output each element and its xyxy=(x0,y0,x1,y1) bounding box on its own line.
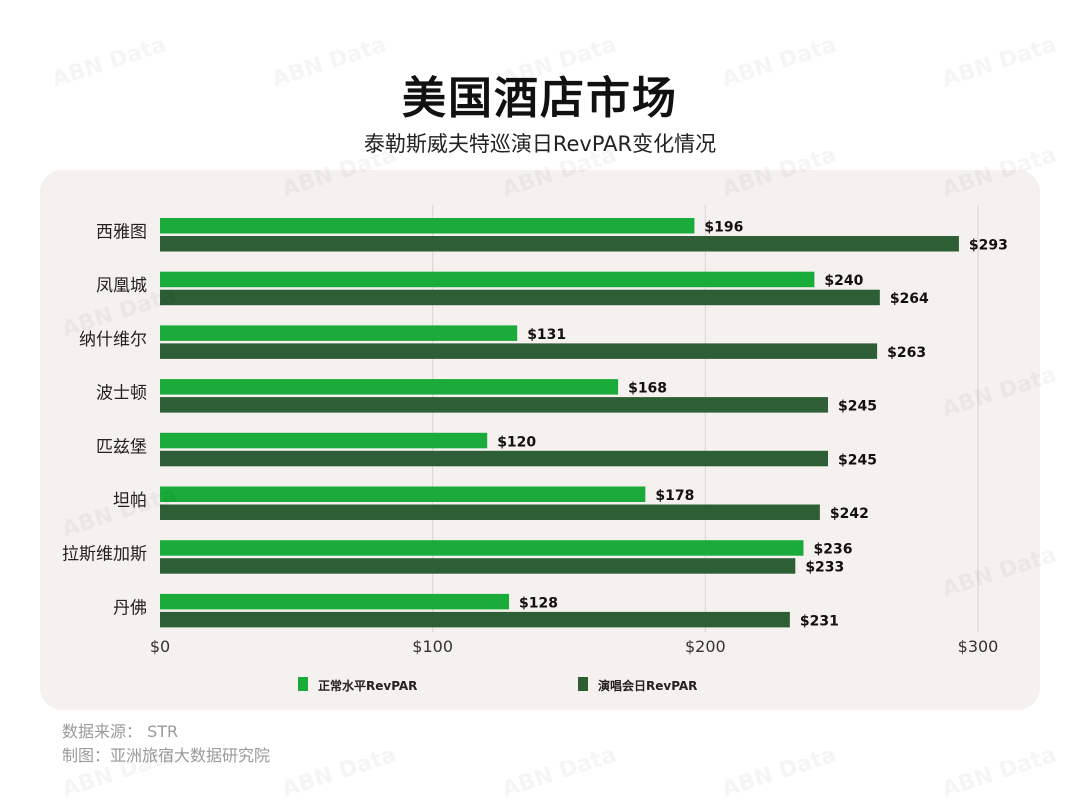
bar-normal xyxy=(160,593,510,610)
bar-concert xyxy=(160,504,820,520)
watermark-logo: ABN Data xyxy=(499,742,619,802)
chart-title: 美国酒店市场 xyxy=(402,73,678,124)
bar-value-label: $196 xyxy=(704,220,743,236)
bar-concert xyxy=(160,343,878,359)
category-label: 匹兹堡 xyxy=(96,437,147,457)
bar-value-label: $293 xyxy=(969,238,1008,254)
bar-concert xyxy=(160,397,829,413)
bar-value-label: $242 xyxy=(830,506,869,522)
category-label: 西雅图 xyxy=(96,223,147,243)
bar-concert xyxy=(160,611,790,628)
bar-value-label: $231 xyxy=(800,613,839,629)
bar-normal xyxy=(160,271,815,288)
bar-normal xyxy=(160,218,695,234)
watermark-logo: ABN Data xyxy=(939,742,1059,802)
category-label: 坦帕 xyxy=(113,491,147,511)
bar-concert xyxy=(160,236,959,252)
watermark-logo: ABN Data xyxy=(279,742,399,802)
category-label: 丹佛 xyxy=(113,598,147,618)
category-label: 拉斯维加斯 xyxy=(62,545,147,565)
bar-normal xyxy=(160,325,518,341)
category-label: 波士顿 xyxy=(96,384,147,404)
bar-value-label: $245 xyxy=(838,399,877,415)
bar-value-label: $240 xyxy=(824,273,863,289)
legend-swatch xyxy=(298,677,308,691)
bar-normal xyxy=(160,486,646,502)
x-tick-label: $0 xyxy=(150,637,170,656)
bar-normal xyxy=(160,432,488,449)
maker-note: 制图：亚洲旅宿大数据研究院 xyxy=(62,746,271,765)
bar-chart: $0 $100 $200 $300 西雅图 $196 $293 凤凰城 $240 $264 纳什维尔… xyxy=(62,205,1008,693)
bar-value-label: $233 xyxy=(805,560,844,576)
chart-subtitle: 泰勒斯威夫特巡演日RevPAR变化情况 xyxy=(363,132,717,156)
x-tick-label: $200 xyxy=(685,637,726,656)
legend-label: 演唱会日RevPAR xyxy=(598,678,697,693)
bar-concert xyxy=(160,289,880,306)
bar-concert xyxy=(160,450,829,467)
bar-value-label: $264 xyxy=(890,291,929,307)
bar-value-label: $128 xyxy=(519,595,558,611)
bar-concert xyxy=(160,558,796,574)
legend-swatch xyxy=(578,677,588,691)
category-label: 纳什维尔 xyxy=(79,330,147,350)
watermark-logo: ABN Data xyxy=(719,742,839,802)
bar-normal xyxy=(160,540,804,556)
legend-label: 正常水平RevPAR xyxy=(318,678,417,693)
x-tick-label: $300 xyxy=(958,637,999,656)
bar-value-label: $236 xyxy=(813,542,852,558)
bar-value-label: $120 xyxy=(497,434,536,450)
category-label: 凤凰城 xyxy=(96,276,147,296)
x-tick-label: $100 xyxy=(412,637,453,656)
bar-normal xyxy=(160,379,619,395)
bar-value-label: $245 xyxy=(838,452,877,468)
bar-value-label: $178 xyxy=(655,488,694,504)
bar-value-label: $263 xyxy=(887,345,926,361)
source-note: 数据来源： STR xyxy=(62,722,179,741)
chart-panel: $0 $100 $200 $300 西雅图 $196 $293 凤凰城 $240 $264 纳什维尔… xyxy=(40,170,1040,710)
bar-value-label: $168 xyxy=(628,381,667,397)
bar-value-label: $131 xyxy=(527,327,566,343)
